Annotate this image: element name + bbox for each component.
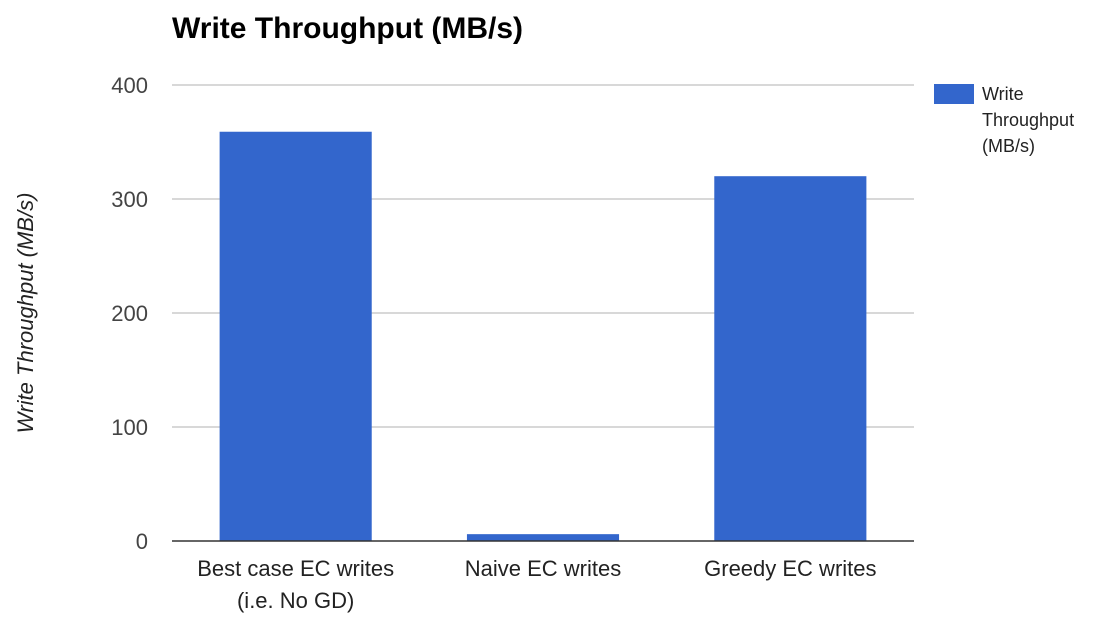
bar: [219, 131, 372, 542]
bar: [714, 176, 867, 541]
y-tick-label: 100: [111, 415, 148, 440]
bar: [466, 534, 620, 541]
x-category-label: Naive EC writes: [465, 556, 621, 581]
x-category-label: Best case EC writes: [197, 556, 394, 581]
y-tick-label: 400: [111, 73, 148, 98]
y-tick-label: 200: [111, 301, 148, 326]
legend-swatch: [934, 84, 974, 104]
legend-label: Write Throughput (MB/s): [982, 84, 1075, 156]
legend: Write Throughput (MB/s): [934, 84, 1092, 159]
bars: [219, 131, 867, 542]
y-axis-label: Write Throughput (MB/s): [13, 193, 38, 434]
y-tick-label: 300: [111, 187, 148, 212]
x-axis-categories: Best case EC writes (i.e. No GD) Naive EC …: [197, 556, 876, 613]
y-axis-ticks: 0 100 200 300 400: [111, 73, 148, 554]
y-tick-label: 0: [136, 529, 148, 554]
x-category-label: Greedy EC writes: [704, 556, 876, 581]
chart-title: Write Throughput (MB/s): [172, 12, 524, 45]
x-category-label: (i.e. No GD): [237, 588, 354, 613]
